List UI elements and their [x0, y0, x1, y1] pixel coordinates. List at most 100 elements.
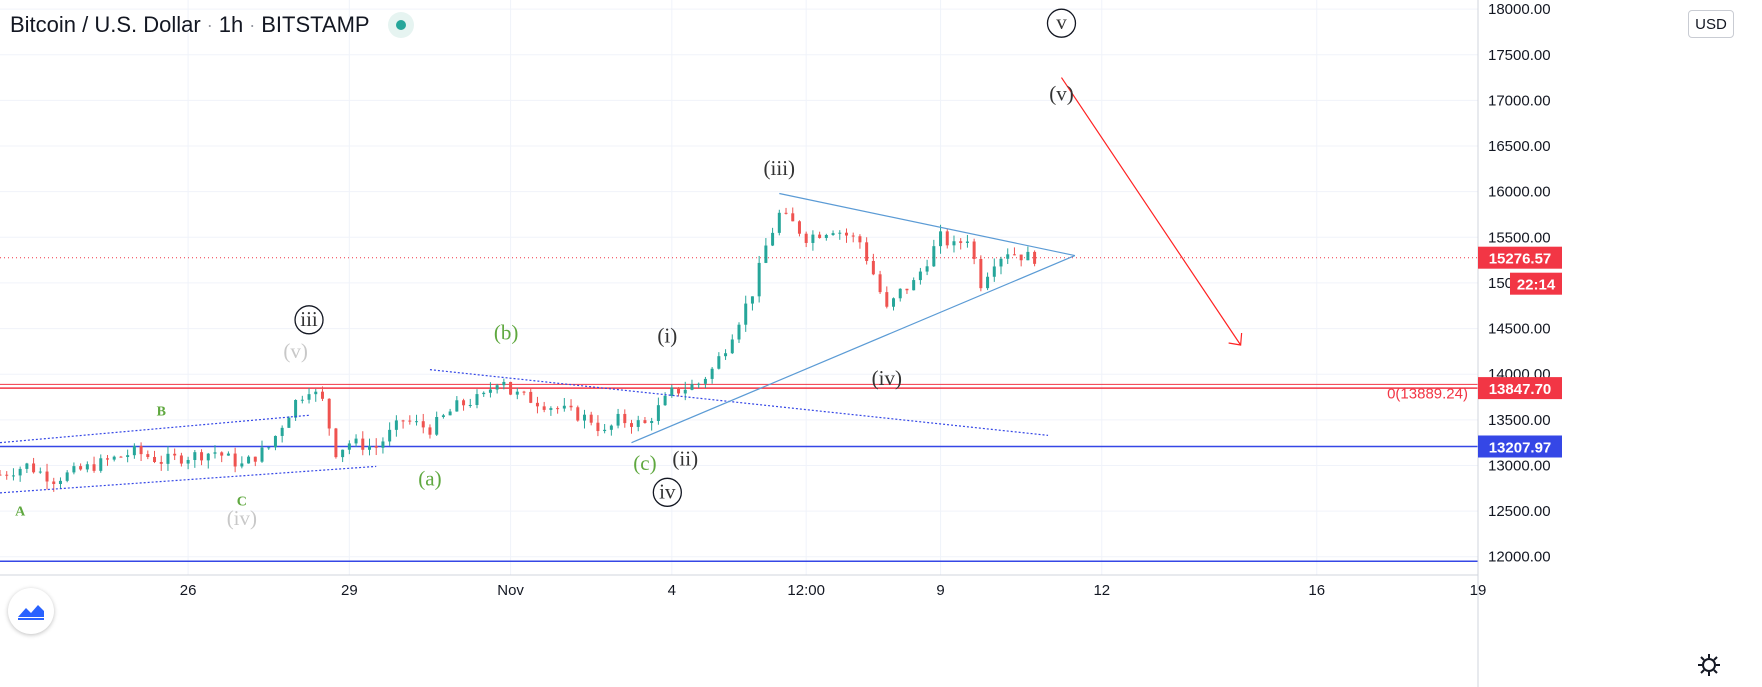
candle-body	[132, 445, 136, 456]
currency-button[interactable]: USD	[1688, 10, 1734, 38]
candle-body	[589, 414, 593, 423]
symbol-name[interactable]: Bitcoin / U.S. Dollar	[10, 12, 201, 37]
candle-body	[717, 356, 721, 369]
candle-body	[287, 417, 291, 428]
candle-body	[58, 480, 62, 485]
candle-body	[878, 274, 882, 293]
wave-label: (iv)	[872, 366, 902, 390]
candle-body	[408, 420, 412, 422]
chart-grid	[0, 0, 1479, 575]
wave-label: (v)	[1049, 81, 1074, 105]
candle-body	[267, 447, 271, 449]
channel-lower-line	[0, 465, 377, 494]
dotted-resistance-line	[429, 369, 1049, 436]
candle-body	[401, 420, 405, 422]
candle-body	[253, 456, 257, 462]
candle-body	[1012, 254, 1016, 256]
candle-body	[72, 466, 76, 473]
candle-body	[441, 415, 445, 417]
candle-body	[233, 453, 237, 467]
candle-body	[186, 459, 190, 464]
candle-body	[79, 466, 83, 470]
candle-body	[247, 456, 251, 464]
candle-body	[354, 438, 358, 444]
candle-body	[294, 400, 298, 418]
price-tick-label: 15500.00	[1488, 229, 1551, 246]
candle-body	[52, 481, 56, 485]
candle-body	[415, 421, 419, 423]
wave-label: C	[237, 495, 247, 510]
candle-body	[515, 391, 519, 395]
drawings-layer	[0, 77, 1243, 494]
candle-body	[146, 454, 150, 457]
candle-body	[334, 428, 338, 458]
candle-body	[677, 387, 681, 394]
price-tick-label: 17000.00	[1488, 92, 1551, 109]
wave-labels: 0(13889.24)BAC(iv)(v)iii(a)(b)(c)iv(i)(i…	[15, 8, 1468, 530]
candle-body	[226, 453, 230, 456]
candle-body	[925, 266, 929, 272]
candle-body	[92, 464, 96, 471]
candle-body	[347, 443, 351, 450]
candle-body	[374, 446, 378, 448]
price-tick-label: 13000.00	[1488, 457, 1551, 474]
candle-body	[630, 423, 634, 427]
price-tick-label: 14500.00	[1488, 321, 1551, 338]
candle-body	[361, 438, 365, 450]
candle-body	[703, 378, 707, 384]
projection-arrow-line	[1060, 77, 1242, 346]
settings-gear-icon[interactable]	[1696, 652, 1722, 678]
candle-body	[193, 452, 197, 460]
candle-body	[609, 425, 613, 430]
price-badge-label: 15276.57	[1489, 251, 1552, 268]
time-tick-label: 16	[1308, 582, 1325, 599]
wave-label-circle	[1046, 8, 1077, 38]
candle-body	[683, 389, 687, 394]
wave-label: B	[157, 404, 166, 419]
candle-body	[898, 288, 902, 299]
candle-body	[502, 381, 506, 386]
candle-body	[730, 339, 734, 354]
time-tick-label: 29	[341, 582, 358, 599]
candle-body	[200, 452, 204, 461]
candle-body	[562, 405, 566, 409]
candle-body	[999, 258, 1003, 267]
candle-body	[905, 288, 909, 291]
candle-body	[824, 235, 828, 238]
symbol-header[interactable]: Bitcoin / U.S. Dollar · 1h · BITSTAMP	[10, 10, 414, 40]
candle-body	[273, 435, 277, 448]
candle-body	[844, 232, 848, 236]
header-separator: ·	[249, 14, 256, 35]
candle-body	[616, 413, 620, 426]
wave-label: A	[15, 505, 26, 520]
candle-body	[885, 292, 889, 307]
candle-body	[757, 262, 761, 297]
candle-body	[569, 405, 573, 408]
chart-axes: 12000.0012500.0013000.0013500.0014000.00…	[0, 0, 1562, 687]
candle-body	[656, 405, 660, 421]
exchange-label: BITSTAMP	[261, 12, 370, 37]
candle-body	[529, 391, 533, 403]
candle-body	[582, 414, 586, 421]
candle-body	[179, 455, 183, 464]
time-tick-label: 4	[668, 582, 676, 599]
candle-body	[750, 296, 754, 304]
candle-body	[428, 427, 432, 435]
tradingview-logo-icon[interactable]	[8, 588, 54, 634]
candle-body	[32, 463, 36, 473]
candle-body	[468, 405, 472, 407]
candle-body	[105, 458, 109, 460]
candle-body	[11, 475, 15, 477]
header-separator: ·	[206, 14, 213, 35]
candle-body	[455, 400, 459, 412]
interval-label[interactable]: 1h	[218, 12, 244, 37]
candle-body	[1019, 254, 1023, 261]
candle-body	[710, 368, 714, 379]
candle-body	[663, 395, 667, 406]
candle-body	[818, 234, 822, 238]
candle-body	[421, 421, 425, 428]
time-tick-label: 9	[936, 582, 944, 599]
wave-label: (v)	[283, 339, 308, 363]
candle-body	[220, 452, 224, 456]
